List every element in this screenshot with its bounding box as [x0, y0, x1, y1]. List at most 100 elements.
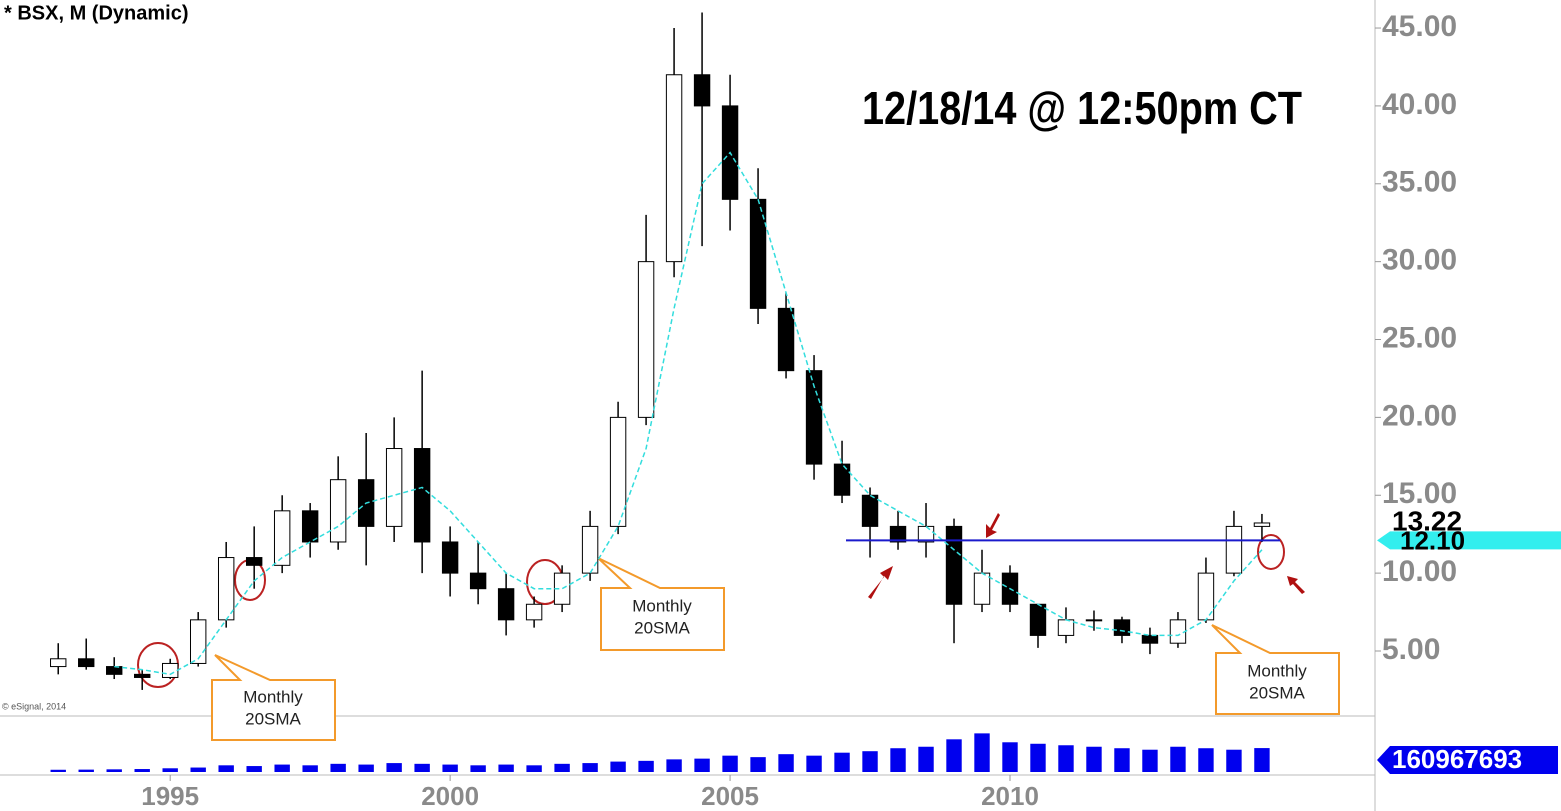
y-tick-label: 20.00: [1382, 399, 1457, 432]
candle-body: [217, 557, 235, 621]
volume-bar: [974, 733, 990, 772]
volume-bar: [918, 746, 934, 772]
volume-bar: [134, 769, 150, 772]
candle-body: [973, 572, 991, 605]
volume-bar: [554, 763, 570, 772]
callout-text: 20SMA: [634, 618, 690, 637]
candle-body: [301, 510, 319, 543]
candle-body: [1169, 619, 1187, 644]
volume-bar: [946, 739, 962, 772]
chart-title: * BSX, M (Dynamic): [4, 2, 188, 24]
volume-bar: [386, 763, 402, 772]
y-tick-label: 30.00: [1382, 244, 1457, 277]
volume-bar: [1086, 746, 1102, 772]
candle-body: [693, 74, 711, 107]
volume-bar: [498, 764, 514, 772]
volume-bar: [78, 769, 94, 772]
volume-bar: [582, 763, 598, 772]
support-marker: [1377, 531, 1561, 550]
y-tick-label: 25.00: [1382, 321, 1457, 354]
candle-body: [1085, 619, 1103, 622]
candle-body: [162, 662, 179, 678]
candle-body: [385, 448, 403, 527]
candle-body: [945, 525, 963, 605]
volume-bar: [806, 755, 822, 772]
candle-body: [106, 666, 123, 675]
candle-body: [189, 619, 207, 664]
y-tick-label: 10.00: [1382, 555, 1457, 588]
callout-text: Monthly: [632, 596, 692, 615]
volume-bar: [1170, 746, 1186, 772]
volume-bar: [442, 764, 458, 772]
volume-bar: [694, 758, 710, 772]
timestamp: 12/18/14 @ 12:50pm CT: [862, 82, 1302, 134]
candle-body: [861, 494, 879, 527]
volume-bar: [274, 764, 290, 772]
volume-bar: [1198, 748, 1214, 772]
volume-bar: [834, 752, 850, 772]
candle-body: [917, 525, 935, 543]
x-tick-label: 1995: [141, 781, 199, 811]
candle-body: [413, 448, 431, 543]
volume-bar: [638, 760, 654, 772]
volume-bar: [890, 748, 906, 772]
volume-bar: [190, 767, 206, 772]
last-price-label: 13.22: [1392, 505, 1462, 536]
volume-bar: [722, 755, 738, 772]
candle-body: [665, 74, 683, 263]
volume-bar: [666, 759, 682, 772]
y-tick-label: 35.00: [1382, 166, 1457, 199]
candle-body: [329, 479, 347, 543]
volume-bar: [246, 766, 262, 772]
volume-bar: [862, 751, 878, 772]
candle-body: [833, 463, 851, 496]
candle-body: [777, 307, 795, 372]
volume-bar: [1114, 748, 1130, 772]
x-tick-label: 2000: [421, 781, 479, 811]
candle-body: [1057, 619, 1075, 636]
volume-bar: [1030, 743, 1046, 772]
candle-body: [50, 658, 67, 668]
volume-marker: [1377, 746, 1558, 774]
volume-bar: [358, 764, 374, 772]
candle-body: [273, 510, 291, 566]
candle-body: [581, 525, 599, 574]
candle-body: [1253, 522, 1271, 527]
callout-text: Monthly: [1247, 661, 1307, 680]
candle-body: [1225, 525, 1243, 574]
volume-bar: [1226, 749, 1242, 772]
volume-label: 160967693: [1392, 744, 1522, 774]
candle-body: [889, 525, 907, 543]
volume-bar: [330, 763, 346, 772]
volume-bar: [470, 765, 486, 772]
volume-bar: [1002, 742, 1018, 772]
x-tick-label: 2010: [981, 781, 1039, 811]
candle-body: [497, 588, 515, 621]
candle-body: [1029, 603, 1047, 636]
y-tick-label: 40.00: [1382, 88, 1457, 121]
x-tick-label: 2005: [701, 781, 759, 811]
callout-text: Monthly: [243, 687, 303, 706]
candle-body: [245, 557, 263, 566]
candle-body: [134, 673, 151, 678]
volume-bar: [218, 765, 234, 772]
callout-boxes: [211, 557, 1340, 741]
y-tick-label: 45.00: [1382, 10, 1457, 43]
credit: © eSignal, 2014: [2, 701, 66, 711]
volume-bar: [1058, 745, 1074, 772]
y-tick-label: 5.00: [1382, 633, 1440, 666]
volume-bar: [1254, 748, 1270, 772]
candle-body: [1113, 619, 1131, 636]
volume-bar: [778, 754, 794, 772]
support-label: 12.10: [1400, 525, 1465, 555]
candle-body: [469, 572, 487, 590]
volume-bar: [526, 765, 542, 772]
candle-body: [441, 541, 459, 574]
callout-text: 20SMA: [1249, 683, 1305, 702]
volume-bar: [750, 757, 766, 772]
volume-bar: [610, 761, 626, 772]
y-tick-label: 15.00: [1382, 477, 1457, 510]
candle-body: [609, 416, 627, 527]
volume-bar: [414, 763, 430, 772]
